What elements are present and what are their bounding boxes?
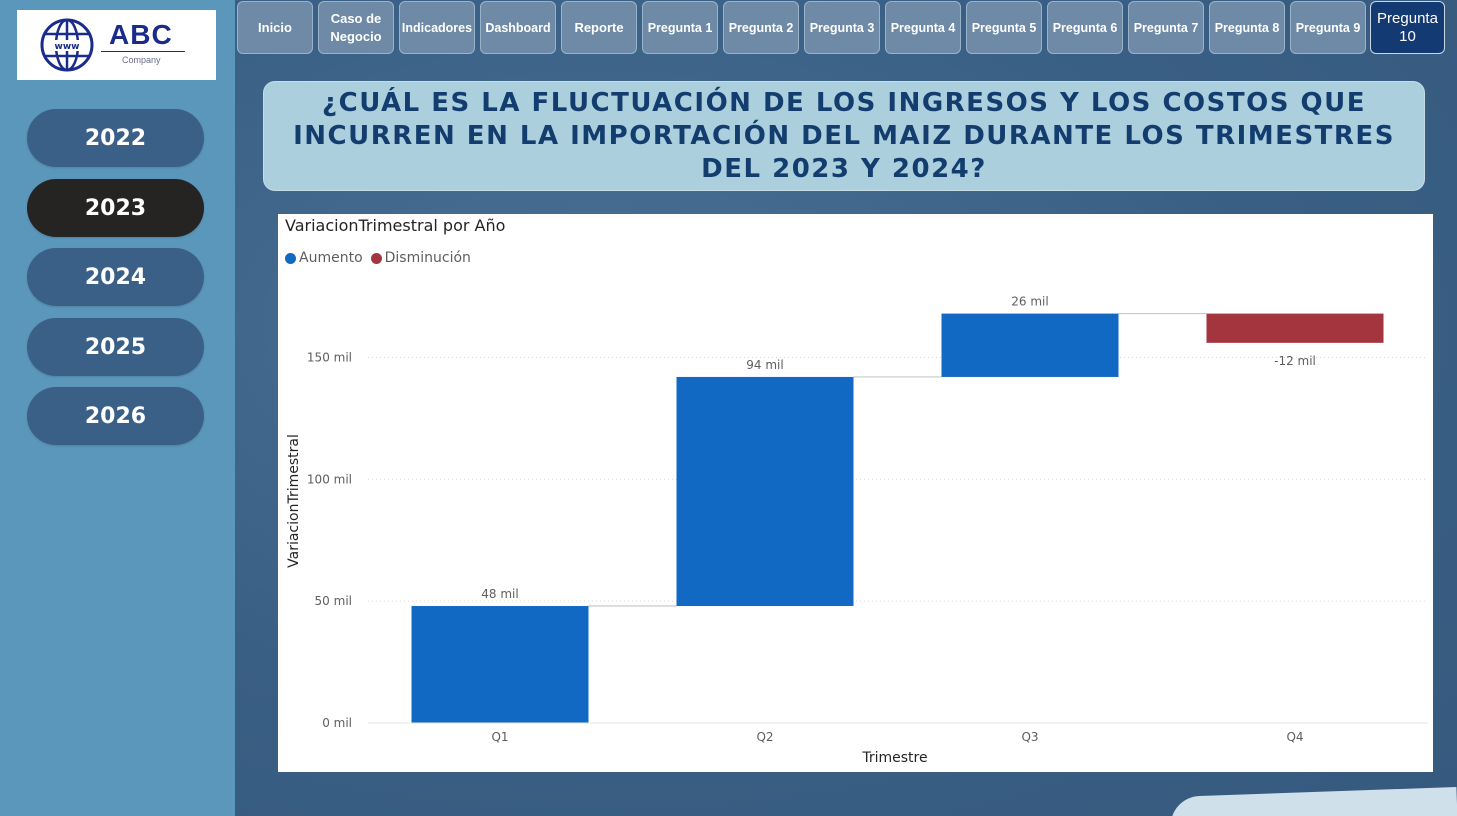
tab-caso-de-negocio[interactable]: Caso de Negocio [318,1,394,54]
chart-canvas: 0 mil 50 mil 100 mil 150 mil VariacionTrimes… [286,295,1428,766]
year-button-2024[interactable]: 2024 [27,248,204,306]
chart-legend: Aumento Disminución [285,250,479,266]
tab-pregunta-1[interactable]: Pregunta 1 [642,1,718,54]
tab-pregunta-5[interactable]: Pregunta 5 [966,1,1042,54]
data-label: 26 mil [1011,295,1048,309]
logo-subtitle: Company [122,55,161,65]
legend-label-disminucion: Disminución [384,250,471,266]
legend-label-aumento: Aumento [299,250,363,266]
waterfall-bar [1206,313,1384,343]
x-tick-label: Q4 [1286,730,1303,744]
tab-pregunta-9[interactable]: Pregunta 9 [1290,1,1366,54]
waterfall-bar [411,606,589,723]
y-axis-label: VariacionTrimestral [286,434,302,568]
x-tick-label: Q1 [491,730,508,744]
logo-divider [101,51,185,52]
legend-marker-aumento [285,252,296,264]
tab-reporte[interactable]: Reporte [561,1,637,54]
data-label: 48 mil [481,587,518,601]
year-button-2023[interactable]: 2023 [27,179,204,237]
y-tick-label: 0 mil [322,716,352,730]
waterfall-chart: 0 mil 50 mil 100 mil 150 mil VariacionTrimes… [278,214,1433,772]
tab-pregunta-8[interactable]: Pregunta 8 [1209,1,1285,54]
x-tick-label: Q3 [1021,730,1038,744]
legend-item-disminucion[interactable]: Disminución [370,250,471,266]
y-tick-label: 150 mil [307,350,352,364]
waterfall-bar [676,376,854,607]
tab-pregunta-7[interactable]: Pregunta 7 [1128,1,1204,54]
page-title: ¿CUÁL ES LA FLUCTUACIÓN DE LOS INGRESOS … [263,81,1425,191]
tab-pregunta-10[interactable]: Pregunta 10 [1370,1,1445,54]
data-label: -12 mil [1274,354,1316,368]
tab-pregunta-6[interactable]: Pregunta 6 [1047,1,1123,54]
legend-marker-disminucion [370,252,382,264]
data-label: 94 mil [746,358,783,372]
sidebar: www ABC Company 2022 2023 2024 2025 2026 [0,0,235,816]
x-tick-label: Q2 [756,730,773,744]
legend-item-aumento[interactable]: Aumento [285,250,363,266]
globe-www-icon: www [40,18,94,72]
tab-inicio[interactable]: Inicio [237,1,313,54]
logo-name: ABC [109,19,173,50]
year-button-2025[interactable]: 2025 [27,318,204,376]
tab-pregunta-3[interactable]: Pregunta 3 [804,1,880,54]
tab-indicadores[interactable]: Indicadores [399,1,475,54]
tab-pregunta-4[interactable]: Pregunta 4 [885,1,961,54]
x-axis-label: Trimestre [861,750,927,766]
svg-text:www: www [55,42,80,52]
waterfall-bar [941,313,1119,377]
year-button-2022[interactable]: 2022 [27,109,204,167]
company-logo: www ABC Company [17,10,216,80]
tab-pregunta-2[interactable]: Pregunta 2 [723,1,799,54]
y-tick-label: 100 mil [307,472,352,486]
year-button-2026[interactable]: 2026 [27,387,204,445]
y-tick-label: 50 mil [315,594,352,608]
tab-dashboard[interactable]: Dashboard [480,1,556,54]
chart-title: VariacionTrimestral por Año [285,216,506,235]
